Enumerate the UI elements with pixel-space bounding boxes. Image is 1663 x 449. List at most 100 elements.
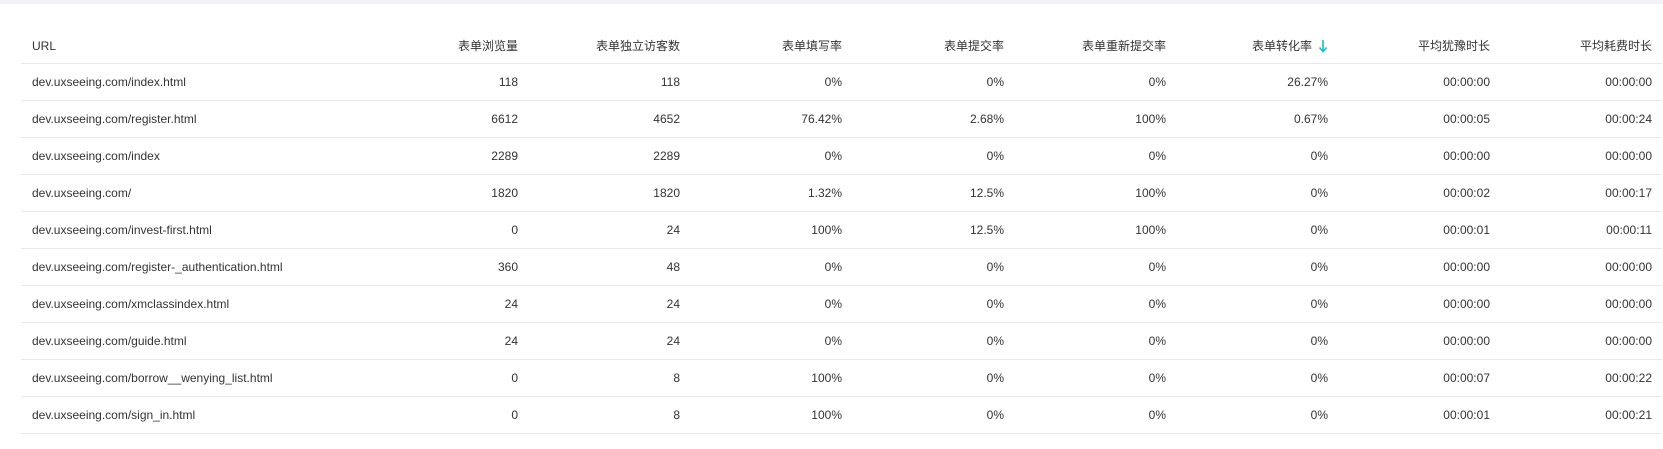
- table-row[interactable]: dev.uxseeing.com/index 2289 2289 0% 0% 0% 0% 00…: [21, 137, 1662, 175]
- unique-visitors-cell: 118: [528, 63, 690, 101]
- avg-hesitation-cell: 00:00:00: [1338, 63, 1500, 101]
- url-cell[interactable]: dev.uxseeing.com/borrow__wenying_list.ht…: [21, 359, 364, 397]
- fill-rate-cell: 0%: [690, 248, 852, 286]
- submit-rate-cell: 0%: [852, 137, 1014, 175]
- url-cell[interactable]: dev.uxseeing.com/sign_in.html: [21, 396, 364, 434]
- submit-rate-cell: 0%: [852, 396, 1014, 434]
- conversion-rate-cell: 0%: [1176, 359, 1338, 397]
- fill-rate-cell: 0%: [690, 137, 852, 175]
- unique-visitors-cell: 8: [528, 359, 690, 397]
- resubmit-rate-cell: 0%: [1014, 285, 1176, 323]
- unique-visitors-cell: 24: [528, 285, 690, 323]
- avg-hesitation-cell: 00:00:01: [1338, 211, 1500, 249]
- unique-visitors-cell: 8: [528, 396, 690, 434]
- conversion-rate-cell: 0.67%: [1176, 100, 1338, 138]
- fill-rate-cell: 100%: [690, 211, 852, 249]
- avg-hesitation-cell: 00:00:00: [1338, 322, 1500, 360]
- column-header-avg-hesitation[interactable]: 平均犹豫时长: [1338, 28, 1500, 64]
- avg-hesitation-cell: 00:00:00: [1338, 248, 1500, 286]
- avg-duration-cell: 00:00:00: [1500, 285, 1662, 323]
- form-views-cell: 24: [364, 285, 528, 323]
- column-header-label: 表单提交率: [943, 39, 1004, 53]
- avg-hesitation-cell: 00:00:00: [1338, 137, 1500, 175]
- submit-rate-cell: 0%: [852, 248, 1014, 286]
- fill-rate-cell: 0%: [690, 322, 852, 360]
- avg-hesitation-cell: 00:00:02: [1338, 174, 1500, 212]
- table-row[interactable]: dev.uxseeing.com/register.html 6612 4652 76…: [21, 100, 1662, 138]
- avg-hesitation-cell: 00:00:01: [1338, 396, 1500, 434]
- column-header-fill-rate[interactable]: 表单填写率: [690, 28, 852, 64]
- form-views-cell: 2289: [364, 137, 528, 175]
- resubmit-rate-cell: 0%: [1014, 359, 1176, 397]
- fill-rate-cell: 0%: [690, 63, 852, 101]
- arrow-down-icon[interactable]: [1318, 39, 1328, 53]
- table-row[interactable]: dev.uxseeing.com/sign_in.html 0 8 100% 0% 0% 0…: [21, 396, 1662, 434]
- avg-duration-cell: 00:00:00: [1500, 63, 1662, 101]
- fill-rate-cell: 1.32%: [690, 174, 852, 212]
- fill-rate-cell: 76.42%: [690, 100, 852, 138]
- submit-rate-cell: 12.5%: [852, 174, 1014, 212]
- column-header-url[interactable]: URL: [21, 28, 364, 64]
- table-row[interactable]: dev.uxseeing.com/guide.html 24 24 0% 0% 0% 0% 0…: [21, 322, 1662, 360]
- avg-hesitation-cell: 00:00:05: [1338, 100, 1500, 138]
- form-views-cell: 118: [364, 63, 528, 101]
- form-views-cell: 0: [364, 359, 528, 397]
- conversion-rate-cell: 0%: [1176, 174, 1338, 212]
- unique-visitors-cell: 1820: [528, 174, 690, 212]
- fill-rate-cell: 100%: [690, 359, 852, 397]
- url-cell[interactable]: dev.uxseeing.com/register.html: [21, 100, 364, 138]
- unique-visitors-cell: 48: [528, 248, 690, 286]
- column-header-label: 平均耗费时长: [1579, 39, 1652, 53]
- resubmit-rate-cell: 0%: [1014, 248, 1176, 286]
- url-cell[interactable]: dev.uxseeing.com/register-_authenticatio…: [21, 248, 364, 286]
- conversion-rate-cell: 0%: [1176, 322, 1338, 360]
- table-row[interactable]: dev.uxseeing.com/index.html 118 118 0% 0% 0% 2…: [21, 63, 1662, 101]
- url-cell[interactable]: dev.uxseeing.com/guide.html: [21, 322, 364, 360]
- form-views-cell: 24: [364, 322, 528, 360]
- avg-duration-cell: 00:00:17: [1500, 174, 1662, 212]
- resubmit-rate-cell: 0%: [1014, 63, 1176, 101]
- avg-duration-cell: 00:00:00: [1500, 248, 1662, 286]
- resubmit-rate-cell: 0%: [1014, 137, 1176, 175]
- table-row[interactable]: dev.uxseeing.com/xmclassindex.html 24 24 0%…: [21, 285, 1662, 323]
- table-body: dev.uxseeing.com/index.html 118 118 0% 0% 0% 2…: [21, 63, 1662, 434]
- avg-duration-cell: 00:00:24: [1500, 100, 1662, 138]
- column-header-avg-duration[interactable]: 平均耗费时长: [1500, 28, 1662, 64]
- unique-visitors-cell: 4652: [528, 100, 690, 138]
- column-header-submit-rate[interactable]: 表单提交率: [852, 28, 1014, 64]
- table-row[interactable]: dev.uxseeing.com/register-_authenticatio…: [21, 248, 1662, 286]
- conversion-rate-cell: 26.27%: [1176, 63, 1338, 101]
- resubmit-rate-cell: 0%: [1014, 322, 1176, 360]
- column-header-label: 表单独立访客数: [595, 39, 680, 53]
- column-header-resubmit-rate[interactable]: 表单重新提交率: [1014, 28, 1176, 64]
- column-header-unique-visitors[interactable]: 表单独立访客数: [528, 28, 690, 64]
- avg-duration-cell: 00:00:00: [1500, 137, 1662, 175]
- form-views-cell: 0: [364, 396, 528, 434]
- table-row[interactable]: dev.uxseeing.com/1820 1820 1.32% 12.5% 100% 0…: [21, 174, 1662, 212]
- resubmit-rate-cell: 0%: [1014, 396, 1176, 434]
- unique-visitors-cell: 24: [528, 211, 690, 249]
- conversion-rate-cell: 0%: [1176, 137, 1338, 175]
- submit-rate-cell: 2.68%: [852, 100, 1014, 138]
- submit-rate-cell: 0%: [852, 63, 1014, 101]
- url-cell[interactable]: dev.uxseeing.com/invest-first.html: [21, 211, 364, 249]
- table-row[interactable]: dev.uxseeing.com/borrow__wenying_list.ht…: [21, 359, 1662, 397]
- form-views-cell: 1820: [364, 174, 528, 212]
- column-header-label: 表单浏览量: [457, 39, 518, 53]
- unique-visitors-cell: 2289: [528, 137, 690, 175]
- url-cell[interactable]: dev.uxseeing.com/xmclassindex.html: [21, 285, 364, 323]
- url-cell[interactable]: dev.uxseeing.com/: [21, 174, 364, 212]
- column-header-form-views[interactable]: 表单浏览量: [364, 28, 528, 64]
- form-views-cell: 360: [364, 248, 528, 286]
- submit-rate-cell: 12.5%: [852, 211, 1014, 249]
- url-cell[interactable]: dev.uxseeing.com/index: [21, 137, 364, 175]
- url-cell[interactable]: dev.uxseeing.com/index.html: [21, 63, 364, 101]
- avg-duration-cell: 00:00:11: [1500, 211, 1662, 249]
- resubmit-rate-cell: 100%: [1014, 100, 1176, 138]
- table-row[interactable]: dev.uxseeing.com/invest-first.html 0 24 100…: [21, 211, 1662, 249]
- table-header-row: URL 表单浏览量 表单独立访客数 表单填写率 表单提交率 表单重新提交率 表单…: [21, 28, 1662, 64]
- avg-duration-cell: 00:00:21: [1500, 396, 1662, 434]
- column-header-conversion-rate[interactable]: 表单转化率: [1176, 28, 1338, 64]
- column-header-label: 表单填写率: [781, 39, 842, 53]
- submit-rate-cell: 0%: [852, 322, 1014, 360]
